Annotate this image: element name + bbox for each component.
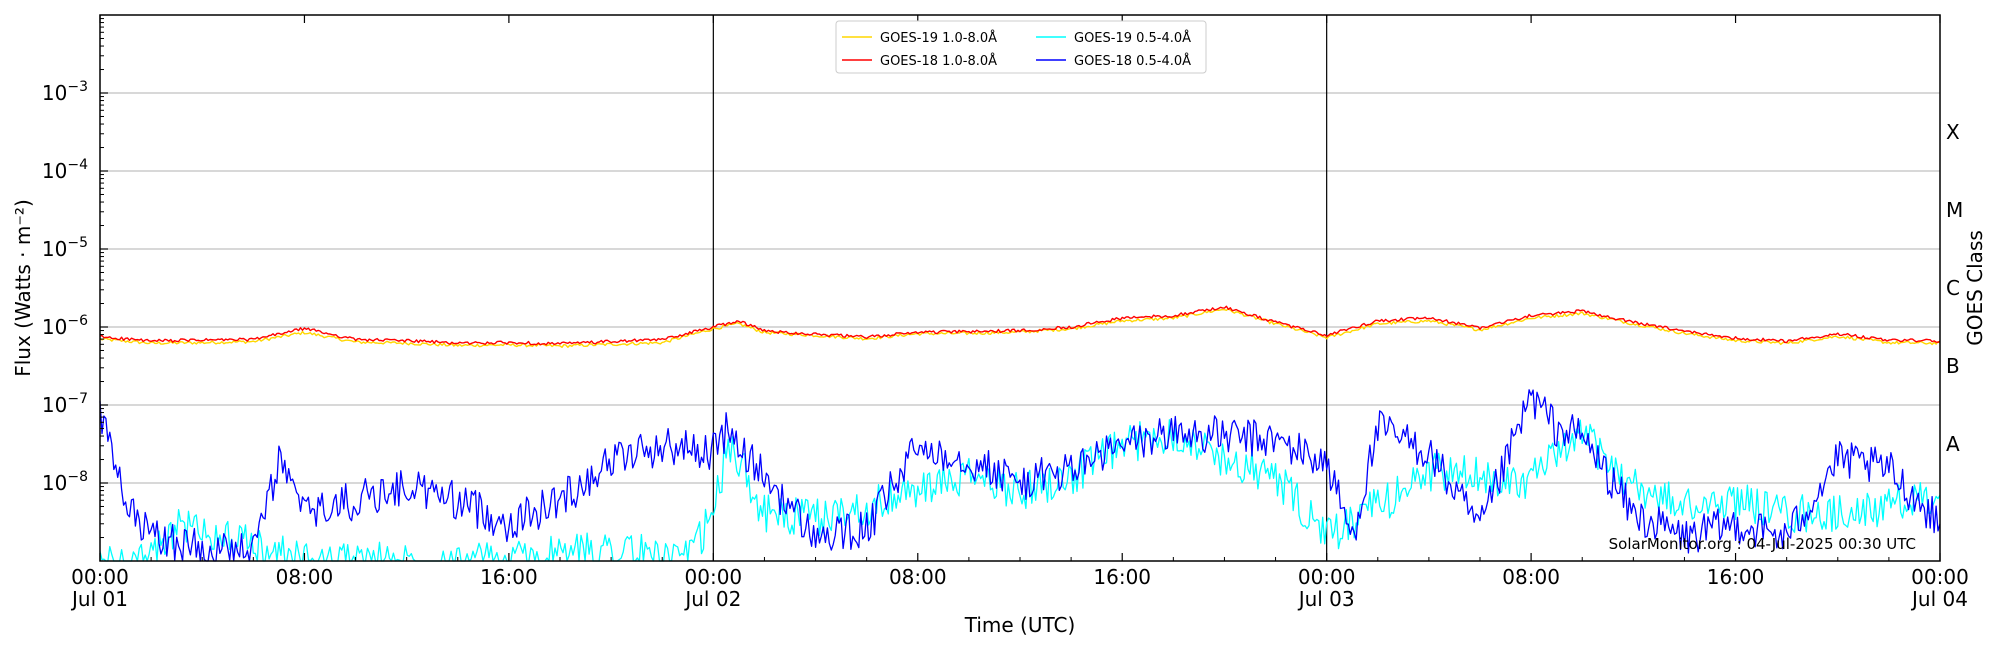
x-tick-label: 00:00: [685, 565, 743, 589]
x-tick-date-label: Jul 04: [1910, 587, 1968, 611]
goes-class-label-b: B: [1946, 354, 1960, 378]
y-tick-label: 10−3: [42, 79, 88, 105]
y-tick-label: 10−4: [42, 157, 88, 183]
series-line-goes-19-1-0-8-0: [99, 308, 1941, 348]
y2-axis-title: GOES Class: [1963, 230, 1987, 346]
x-tick-date-label: Jul 02: [683, 587, 741, 611]
legend-box: [835, 20, 1207, 74]
y-axis-title: Flux (Watts · m⁻²): [11, 199, 35, 377]
x-tick-date-label: Jul 03: [1297, 587, 1355, 611]
grid-lines: [100, 92, 1940, 484]
x-tick-label: 00:00: [1298, 565, 1356, 589]
plot-frame: [99, 14, 1941, 562]
x-tick-label: 00:00: [1911, 565, 1969, 589]
legend-label-goes18-long: GOES-18 1.0-8.0Å: [880, 53, 997, 69]
axis-ticks: [99, 15, 1941, 561]
x-axis-title: Time (UTC): [964, 613, 1076, 637]
x-tick-date-label: Jul 01: [70, 587, 128, 611]
credit-text: SolarMonitor.org : 04-Jul-2025 00:30 UTC: [1609, 535, 1916, 553]
y-tick-label: 10−6: [42, 313, 88, 339]
legend-label-goes19-long: GOES-19 1.0-8.0Å: [880, 30, 997, 46]
goes-class-label-c: C: [1946, 276, 1960, 300]
series-line-goes-19-0-5-4-0: [99, 419, 1941, 562]
day-boundary-lines: [712, 15, 1328, 561]
x-tick-label: 16:00: [1707, 565, 1765, 589]
y-tick-label: 10−7: [42, 391, 88, 417]
goes-class-labels: A B C M X: [1946, 120, 1963, 456]
goes-class-label-m: M: [1946, 198, 1963, 222]
x-tick-label: 16:00: [480, 565, 538, 589]
x-tick-label: 16:00: [1093, 565, 1151, 589]
legend: GOES-19 1.0-8.0Å GOES-18 1.0-8.0Å GOES-1…: [835, 20, 1207, 74]
x-tick-label: 08:00: [889, 565, 947, 589]
goes-class-label-a: A: [1946, 432, 1960, 456]
x-tick-label: 00:00: [71, 565, 129, 589]
series-line-goes-18-1-0-8-0: [99, 305, 1941, 346]
series-line-goes-18-0-5-4-0: [99, 389, 1941, 562]
legend-label-goes18-short: GOES-18 0.5-4.0Å: [1074, 53, 1191, 69]
y-tick-labels: 10−8 10−7 10−6 10−5 10−4 10−3: [42, 79, 88, 495]
legend-label-goes19-short: GOES-19 0.5-4.0Å: [1074, 30, 1191, 46]
series-lines: [99, 305, 1941, 562]
x-tick-label: 08:00: [276, 565, 334, 589]
y-tick-label: 10−8: [42, 469, 88, 495]
x-tick-label: 08:00: [1502, 565, 1560, 589]
y-tick-label: 10−5: [42, 235, 88, 261]
goes-class-label-x: X: [1946, 120, 1960, 144]
